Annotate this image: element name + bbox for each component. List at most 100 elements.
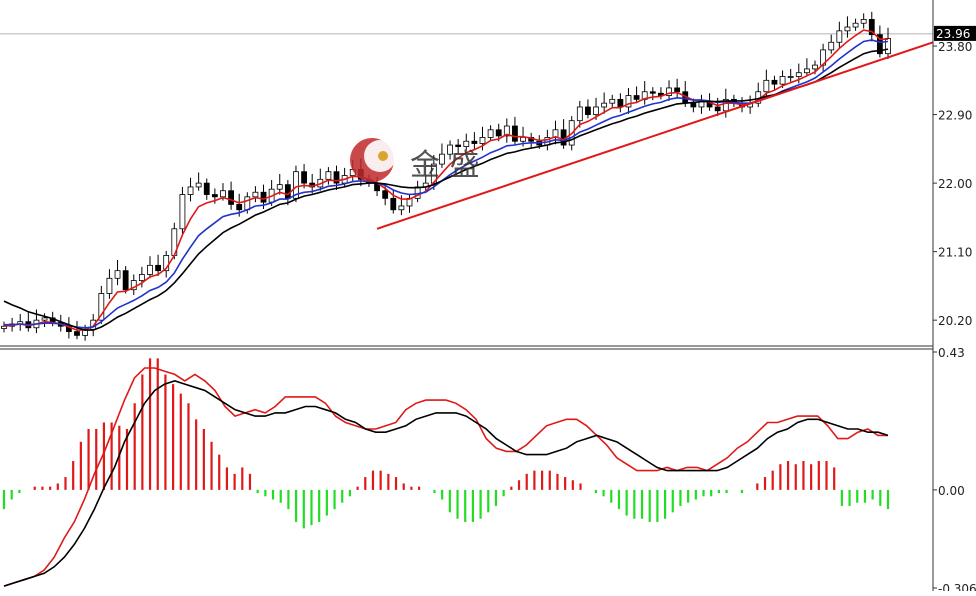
candle	[844, 16, 851, 38]
candle	[195, 172, 202, 191]
candle-body	[390, 197, 397, 211]
candle	[803, 58, 810, 77]
candle-body	[220, 190, 226, 198]
candle	[609, 94, 616, 107]
candle-body	[585, 106, 591, 115]
candle	[301, 164, 307, 189]
candle	[203, 178, 210, 200]
candle-body	[868, 19, 875, 36]
candle-body	[690, 102, 697, 108]
candle-body	[114, 270, 121, 279]
candle-body	[487, 129, 494, 138]
candle-body	[41, 317, 48, 321]
oscillator-panel	[2, 358, 890, 587]
candle-body	[860, 19, 867, 24]
candle-body	[609, 98, 616, 104]
candle-body	[844, 26, 851, 32]
candle-body	[382, 190, 389, 199]
candle-body	[260, 191, 267, 203]
moving-average-line	[3, 29, 888, 331]
candle	[601, 92, 608, 114]
candle-body	[625, 95, 632, 108]
candle	[439, 143, 445, 168]
candle	[155, 254, 161, 276]
candle	[512, 116, 518, 146]
candle-body	[455, 144, 462, 147]
logo-dot	[378, 151, 388, 161]
candle-body	[236, 204, 243, 211]
candle-body	[252, 191, 259, 198]
candle-body	[803, 68, 810, 74]
osc-tick-label: 0.00	[938, 484, 965, 498]
osc-tick-label: -0.306	[938, 582, 976, 591]
candle	[828, 34, 835, 54]
candle-body	[479, 137, 486, 144]
price-tick-label: 22.00	[938, 177, 972, 191]
candle	[860, 13, 867, 29]
candle-body	[211, 194, 218, 198]
candle	[576, 100, 583, 128]
watermark-logo: 金 盛	[350, 138, 480, 183]
candle	[666, 80, 672, 101]
candle-body	[439, 153, 445, 165]
candle-body	[876, 34, 883, 55]
candle	[390, 189, 397, 214]
price-tick-label: 20.20	[938, 314, 972, 328]
moving-average-line	[4, 39, 889, 329]
candle-body	[74, 331, 80, 336]
current-price-badge	[934, 25, 976, 41]
candle	[585, 99, 591, 119]
candle-body	[276, 184, 283, 190]
candle-body	[795, 72, 802, 77]
osc-tick-label: 0.43	[938, 346, 965, 360]
candle-body	[601, 102, 608, 108]
candle	[228, 181, 234, 210]
candle	[98, 285, 105, 324]
candle-body	[463, 140, 470, 147]
candle	[471, 132, 478, 149]
price-tick-label: 23.80	[938, 40, 972, 54]
candle	[114, 260, 121, 286]
current-price-label: 23.96	[936, 27, 970, 41]
oscillator-line	[3, 367, 888, 587]
moving-average-line	[3, 48, 889, 331]
candle	[649, 87, 656, 101]
price-tick-label: 21.10	[938, 246, 972, 260]
price-tick-label: 22.90	[938, 109, 972, 123]
candle-body	[787, 76, 794, 78]
candle-body	[1, 325, 7, 329]
candle-body	[617, 98, 624, 108]
candle-body	[122, 270, 129, 291]
candle-body	[398, 205, 405, 211]
candle	[487, 125, 494, 142]
candle	[447, 140, 453, 160]
candle-body	[771, 79, 778, 85]
candle-body	[147, 264, 153, 275]
candle-body	[828, 41, 835, 51]
candle-body	[179, 194, 186, 230]
candle	[633, 86, 640, 104]
candle	[852, 18, 859, 31]
candle	[122, 266, 129, 294]
candle-body	[520, 137, 526, 142]
candle	[187, 177, 194, 202]
candle-body	[155, 264, 161, 272]
candle	[625, 87, 632, 114]
candle-body	[512, 125, 518, 142]
candle-body	[244, 196, 251, 211]
candle-body	[471, 140, 478, 144]
candle-body	[138, 274, 145, 281]
candle	[1, 321, 7, 333]
candle	[106, 269, 113, 299]
candle-body	[203, 182, 210, 195]
candle	[771, 75, 778, 91]
candle-body	[812, 64, 818, 70]
candle-body	[195, 182, 202, 188]
candle-body	[503, 125, 510, 137]
trendline	[376, 41, 934, 230]
candle-body	[666, 87, 672, 96]
candle	[503, 118, 510, 143]
candle-body	[495, 129, 502, 137]
candle-body	[885, 38, 891, 55]
